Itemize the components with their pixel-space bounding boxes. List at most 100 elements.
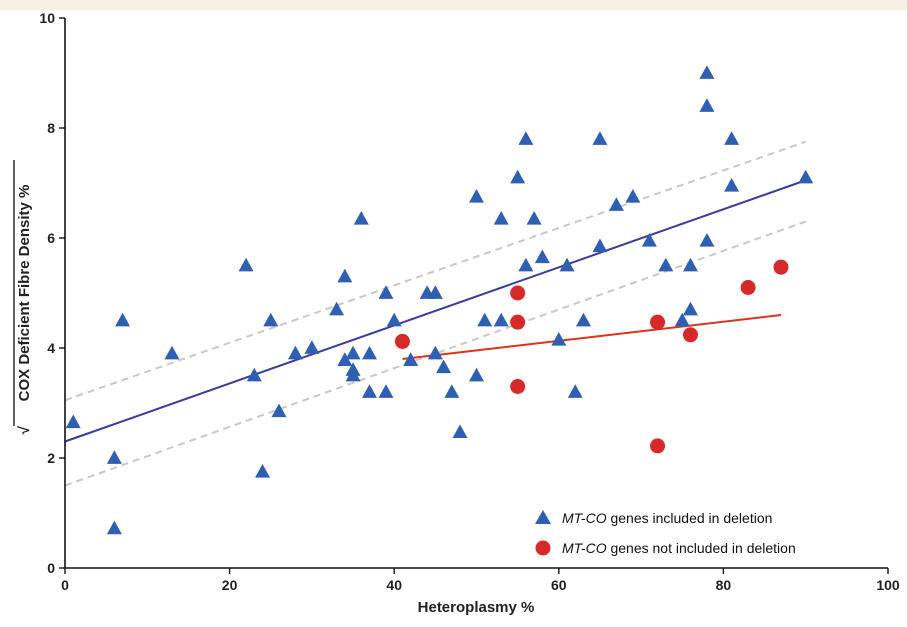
triangle-point [658,257,674,272]
triangle-point [724,131,740,145]
circle-point [510,314,526,330]
fit-line-series-1 [64,179,807,443]
triangle-point [271,403,287,418]
triangle-point [287,345,303,360]
triangle-point [345,367,361,382]
triangle-point [682,301,698,316]
triangle-point [493,210,509,225]
triangle-point [493,312,509,327]
circle-point [650,438,666,454]
triangle-point [386,312,402,327]
triangle-point [403,352,419,366]
circle-point [510,379,526,394]
triangle-point [674,312,690,327]
triangle-point [246,367,262,382]
y-tick-label: 8 [47,120,55,136]
confidence-bands [64,140,807,487]
x-tick-label: 100 [876,577,900,593]
triangle-point [641,232,657,247]
y-tick-label: 6 [47,230,55,246]
circle-point [773,259,789,275]
triangle-point [699,232,715,247]
triangle-point [106,520,122,535]
circle-point [510,285,526,301]
triangle-point [699,98,715,112]
circle-point [650,314,666,330]
y-tick-label: 4 [47,340,55,356]
triangle-point [534,249,550,264]
y-tick-label: 2 [47,450,55,466]
series-1-markers [65,65,814,535]
top-banner [0,0,907,10]
triangle-point [518,131,534,145]
x-ticks: 0 20 40 60 80 100 [61,568,900,593]
triangle-point [238,257,254,272]
triangle-point [477,312,493,327]
triangle-point [65,414,81,429]
triangle-point [798,169,814,184]
triangle-point [362,384,378,398]
legend-label-included-rest: genes included in deletion [607,510,773,526]
x-tick-label: 20 [222,577,238,593]
triangle-point [345,345,361,360]
triangle-point [592,131,608,145]
series-2-markers [394,259,789,454]
ci-upper-line [64,140,807,402]
triangle-point [699,65,715,79]
triangle-point [608,197,624,211]
triangle-point [444,384,460,398]
triangle-point [575,312,591,327]
legend-label-included: MT-CO genes included in deletion [562,510,772,526]
x-tick-label: 80 [716,577,732,593]
triangle-point [115,312,131,327]
y-tick-label: 10 [39,10,55,26]
triangle-point [592,238,608,253]
circle-point [394,333,410,349]
triangle-point [469,188,484,203]
triangle-point [436,359,452,374]
legend-label-not-included-italic: MT-CO [562,540,607,556]
legend-circle-marker [535,540,551,556]
legend: MT-CO genes included in deletion MT-CO g… [535,510,796,556]
legend-label-included-italic: MT-CO [562,510,607,526]
x-tick-label: 60 [551,577,567,593]
y-tick-label: 0 [47,560,55,576]
triangle-point [362,345,378,360]
triangle-point [452,424,468,438]
triangle-point [526,210,542,225]
triangle-point [106,450,122,464]
triangle-point [724,177,740,192]
x-axis-title: Heteroplasmy % [418,599,535,616]
triangle-point [263,312,279,327]
y-ticks: 0 2 4 6 8 10 [39,10,65,576]
triangle-point [329,301,345,316]
y-axis-title: COX Deficient Fibre Density % [16,185,33,402]
legend-label-not-included-rest: genes not included in deletion [607,540,796,556]
y-axis-root-symbol: √ [16,425,33,434]
y-axis-title-group: √ COX Deficient Fibre Density % [13,160,33,434]
triangle-point [378,384,394,398]
triangle-point [625,188,641,203]
triangle-point [378,285,394,299]
triangle-point [559,257,575,272]
triangle-point [255,463,271,478]
legend-triangle-marker [535,510,551,524]
circle-point [682,327,698,343]
legend-label-not-included: MT-CO genes not included in deletion [562,540,796,556]
triangle-point [469,367,484,382]
triangle-point [427,285,443,299]
x-tick-label: 0 [61,577,69,593]
triangle-point [510,169,526,184]
triangle-point [567,384,583,398]
triangle-point [337,268,353,283]
circle-point [740,280,756,295]
triangle-point [164,345,180,360]
triangle-point [353,210,369,225]
triangle-point [427,345,443,360]
triangle-point [682,257,698,272]
x-tick-label: 40 [386,577,402,593]
triangle-point [518,257,534,272]
triangle-point [337,352,353,366]
triangle-point [551,331,567,346]
